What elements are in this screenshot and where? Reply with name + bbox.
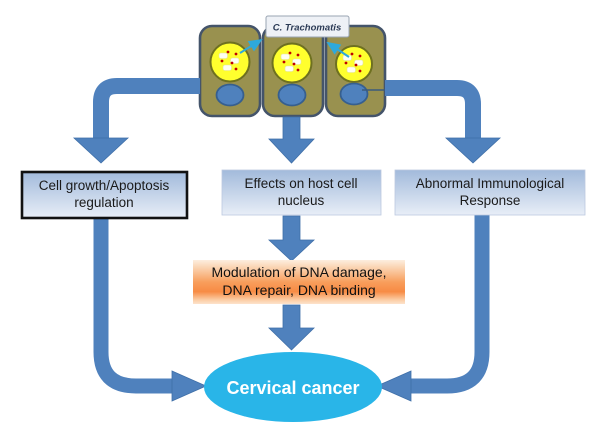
cell-nucleus-3 <box>339 82 369 106</box>
dna-modulation-box <box>193 260 405 304</box>
arrow-cells-to-middle-box <box>268 116 315 164</box>
cell-growth-box <box>20 170 189 220</box>
cervical-cancer-label: Cervical cancer <box>226 378 359 398</box>
immunological-response-box-line2: Response <box>460 193 521 208</box>
epithelial-cells <box>198 24 389 118</box>
cell-nucleus-1 <box>215 83 245 107</box>
pathogen-pointer-arrow-left <box>239 38 263 54</box>
arrowhead-cells-to-right-box <box>444 137 502 164</box>
host-nucleus-box <box>221 169 382 216</box>
arrow-modulation-to-outcome <box>268 304 315 351</box>
dna-modulation-box-line1: Modulation of DNA damage, <box>211 264 386 280</box>
flow-arrows <box>72 78 502 402</box>
host-nucleus-box-line2: nucleus <box>278 193 325 208</box>
arrow-right-box-to-outcome <box>411 215 490 394</box>
outcome-group: Cervical cancer <box>204 352 382 422</box>
arrow-cells-to-left-box <box>93 78 200 139</box>
arrowhead-left-box-to-outcome <box>171 370 207 402</box>
inclusion-body-2 <box>271 42 313 84</box>
arrowhead-cells-to-left-box <box>72 137 130 164</box>
arrow-cells-to-right-box <box>385 80 481 139</box>
host-nucleus-box-line1: Effects on host cell <box>244 176 357 191</box>
cell-growth-box-line1: Cell growth/Apoptosis <box>39 178 170 193</box>
arrow-left-box-to-outcome <box>93 218 172 394</box>
dna-modulation-box-line2: DNA repair, DNA binding <box>222 282 375 298</box>
pathogen-pointer-arrow-right <box>326 41 350 58</box>
cell-nucleus-2 <box>277 83 307 107</box>
pathogen-label: C. Trachomatis <box>273 23 341 34</box>
cell-growth-box-line2: regulation <box>74 195 133 210</box>
arrowhead-right-box-to-outcome <box>376 370 412 402</box>
arrow-middle-box-to-modulation <box>267 215 316 262</box>
immunological-response-box <box>394 169 586 216</box>
immunological-response-box-line1: Abnormal Immunological <box>416 176 565 191</box>
pathogen-label-group: C. Trachomatis <box>239 15 350 58</box>
process-boxes: Cell growth/Apoptosis regulation Effects… <box>20 169 586 304</box>
inclusion-body-1 <box>209 41 251 83</box>
cervical-cancer-ellipse <box>204 352 382 422</box>
pathogen-label-box <box>265 15 350 38</box>
